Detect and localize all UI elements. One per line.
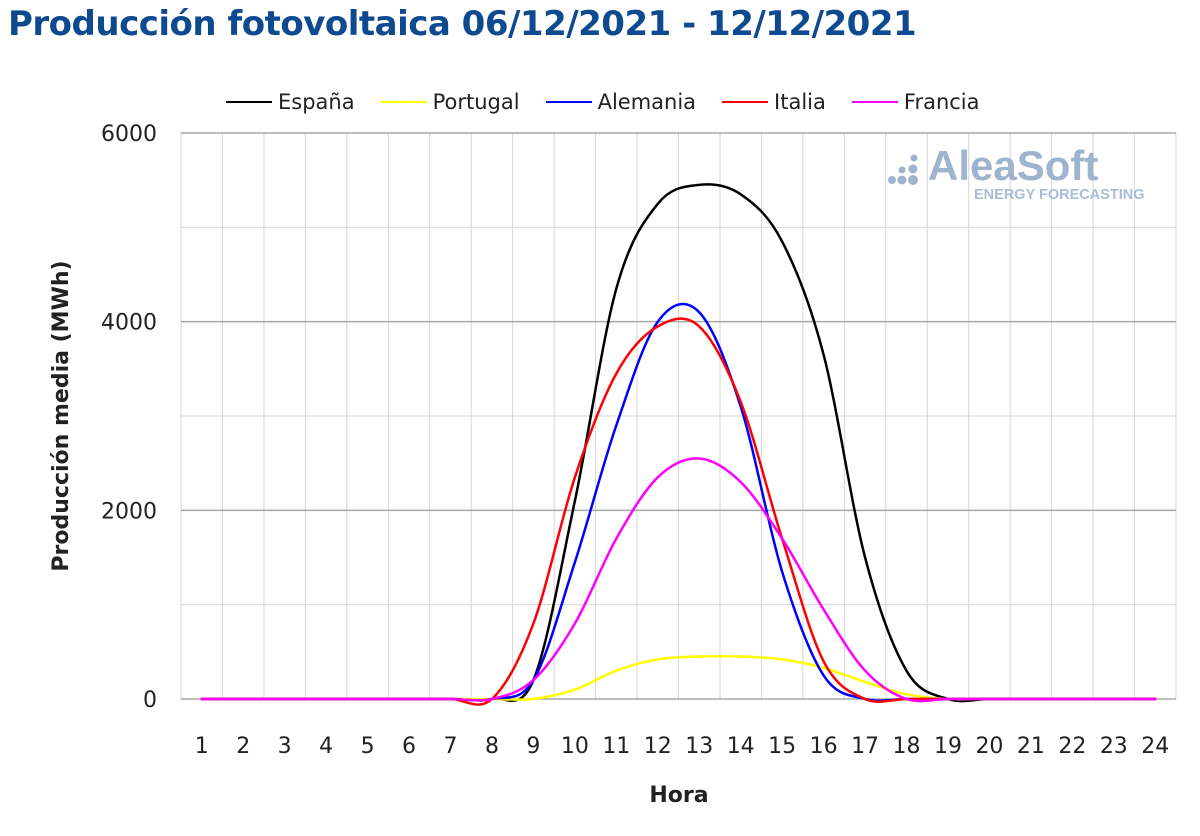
legend-label-portugal: Portugal: [432, 90, 520, 114]
x-tick-label: 8: [485, 734, 499, 759]
y-tick-label: 2000: [101, 499, 157, 524]
series-lines: [200, 183, 1157, 706]
legend-label-francia: Francia: [903, 90, 980, 114]
y-tick-label: 4000: [101, 311, 157, 336]
chart-title: Producción fotovoltaica 06/12/2021 - 12/…: [8, 4, 917, 44]
legend: España Portugal Alemania Italia Francia: [226, 88, 1006, 116]
legend-item-espana: España: [226, 90, 355, 114]
x-tick-label: 20: [975, 734, 1003, 759]
legend-item-alemania: Alemania: [545, 90, 697, 114]
x-tick-label: 5: [361, 734, 375, 759]
legend-item-italia: Italia: [722, 90, 826, 114]
x-tick-label: 21: [1017, 734, 1045, 759]
aleasoft-watermark: AleaSoft ENERGY FORECASTING: [884, 142, 1164, 212]
x-tick-label: 6: [402, 734, 416, 759]
x-tick-label: 10: [561, 734, 589, 759]
x-tick-label: 24: [1141, 734, 1169, 759]
y-axis-title: Producción media (MWh): [49, 260, 74, 571]
x-tick-label: 18: [893, 734, 921, 759]
x-tick-label: 12: [644, 734, 672, 759]
x-tick-label: 19: [934, 734, 962, 759]
watermark-tagline: ENERGY FORECASTING: [974, 187, 1145, 203]
x-tick-label: 11: [602, 734, 630, 759]
x-tick-label: 16: [810, 734, 838, 759]
x-tick-label: 1: [195, 734, 209, 759]
x-tick-label: 13: [685, 734, 713, 759]
series-line-francia: [200, 457, 1157, 703]
x-tick-label: 7: [443, 734, 457, 759]
x-tick-label: 3: [278, 734, 292, 759]
legend-swatch-italia: [722, 101, 769, 103]
legend-item-francia: Francia: [851, 90, 980, 114]
legend-swatch-espana: [226, 101, 272, 103]
x-tick-label: 9: [526, 734, 540, 759]
x-tick-label: 23: [1100, 734, 1128, 759]
watermark-brand: AleaSoft: [928, 142, 1099, 189]
legend-swatch-francia: [851, 101, 898, 103]
legend-item-portugal: Portugal: [380, 90, 520, 114]
y-axis-ticks: 0 2000 4000 6000: [101, 122, 157, 713]
legend-swatch-portugal: [380, 101, 427, 103]
x-axis-title: Hora: [649, 783, 708, 808]
x-tick-label: 17: [851, 734, 879, 759]
aleasoft-dots-icon: [888, 154, 918, 185]
x-tick-label: 22: [1058, 734, 1086, 759]
x-tick-label: 2: [236, 734, 250, 759]
legend-swatch-alemania: [545, 101, 592, 103]
x-tick-label: 15: [768, 734, 796, 759]
legend-label-italia: Italia: [774, 90, 826, 114]
y-tick-label: 0: [143, 688, 157, 713]
y-tick-label: 6000: [101, 122, 157, 147]
x-tick-label: 14: [727, 734, 755, 759]
legend-label-espana: España: [278, 90, 355, 114]
legend-label-alemania: Alemania: [597, 90, 697, 114]
x-axis-ticks: 1 2 3 4 5 6 7 8 9 10 11 12 13 14 15 16 17 18 19 20 21 22 23 24: [195, 734, 1170, 759]
x-tick-label: 4: [319, 734, 333, 759]
